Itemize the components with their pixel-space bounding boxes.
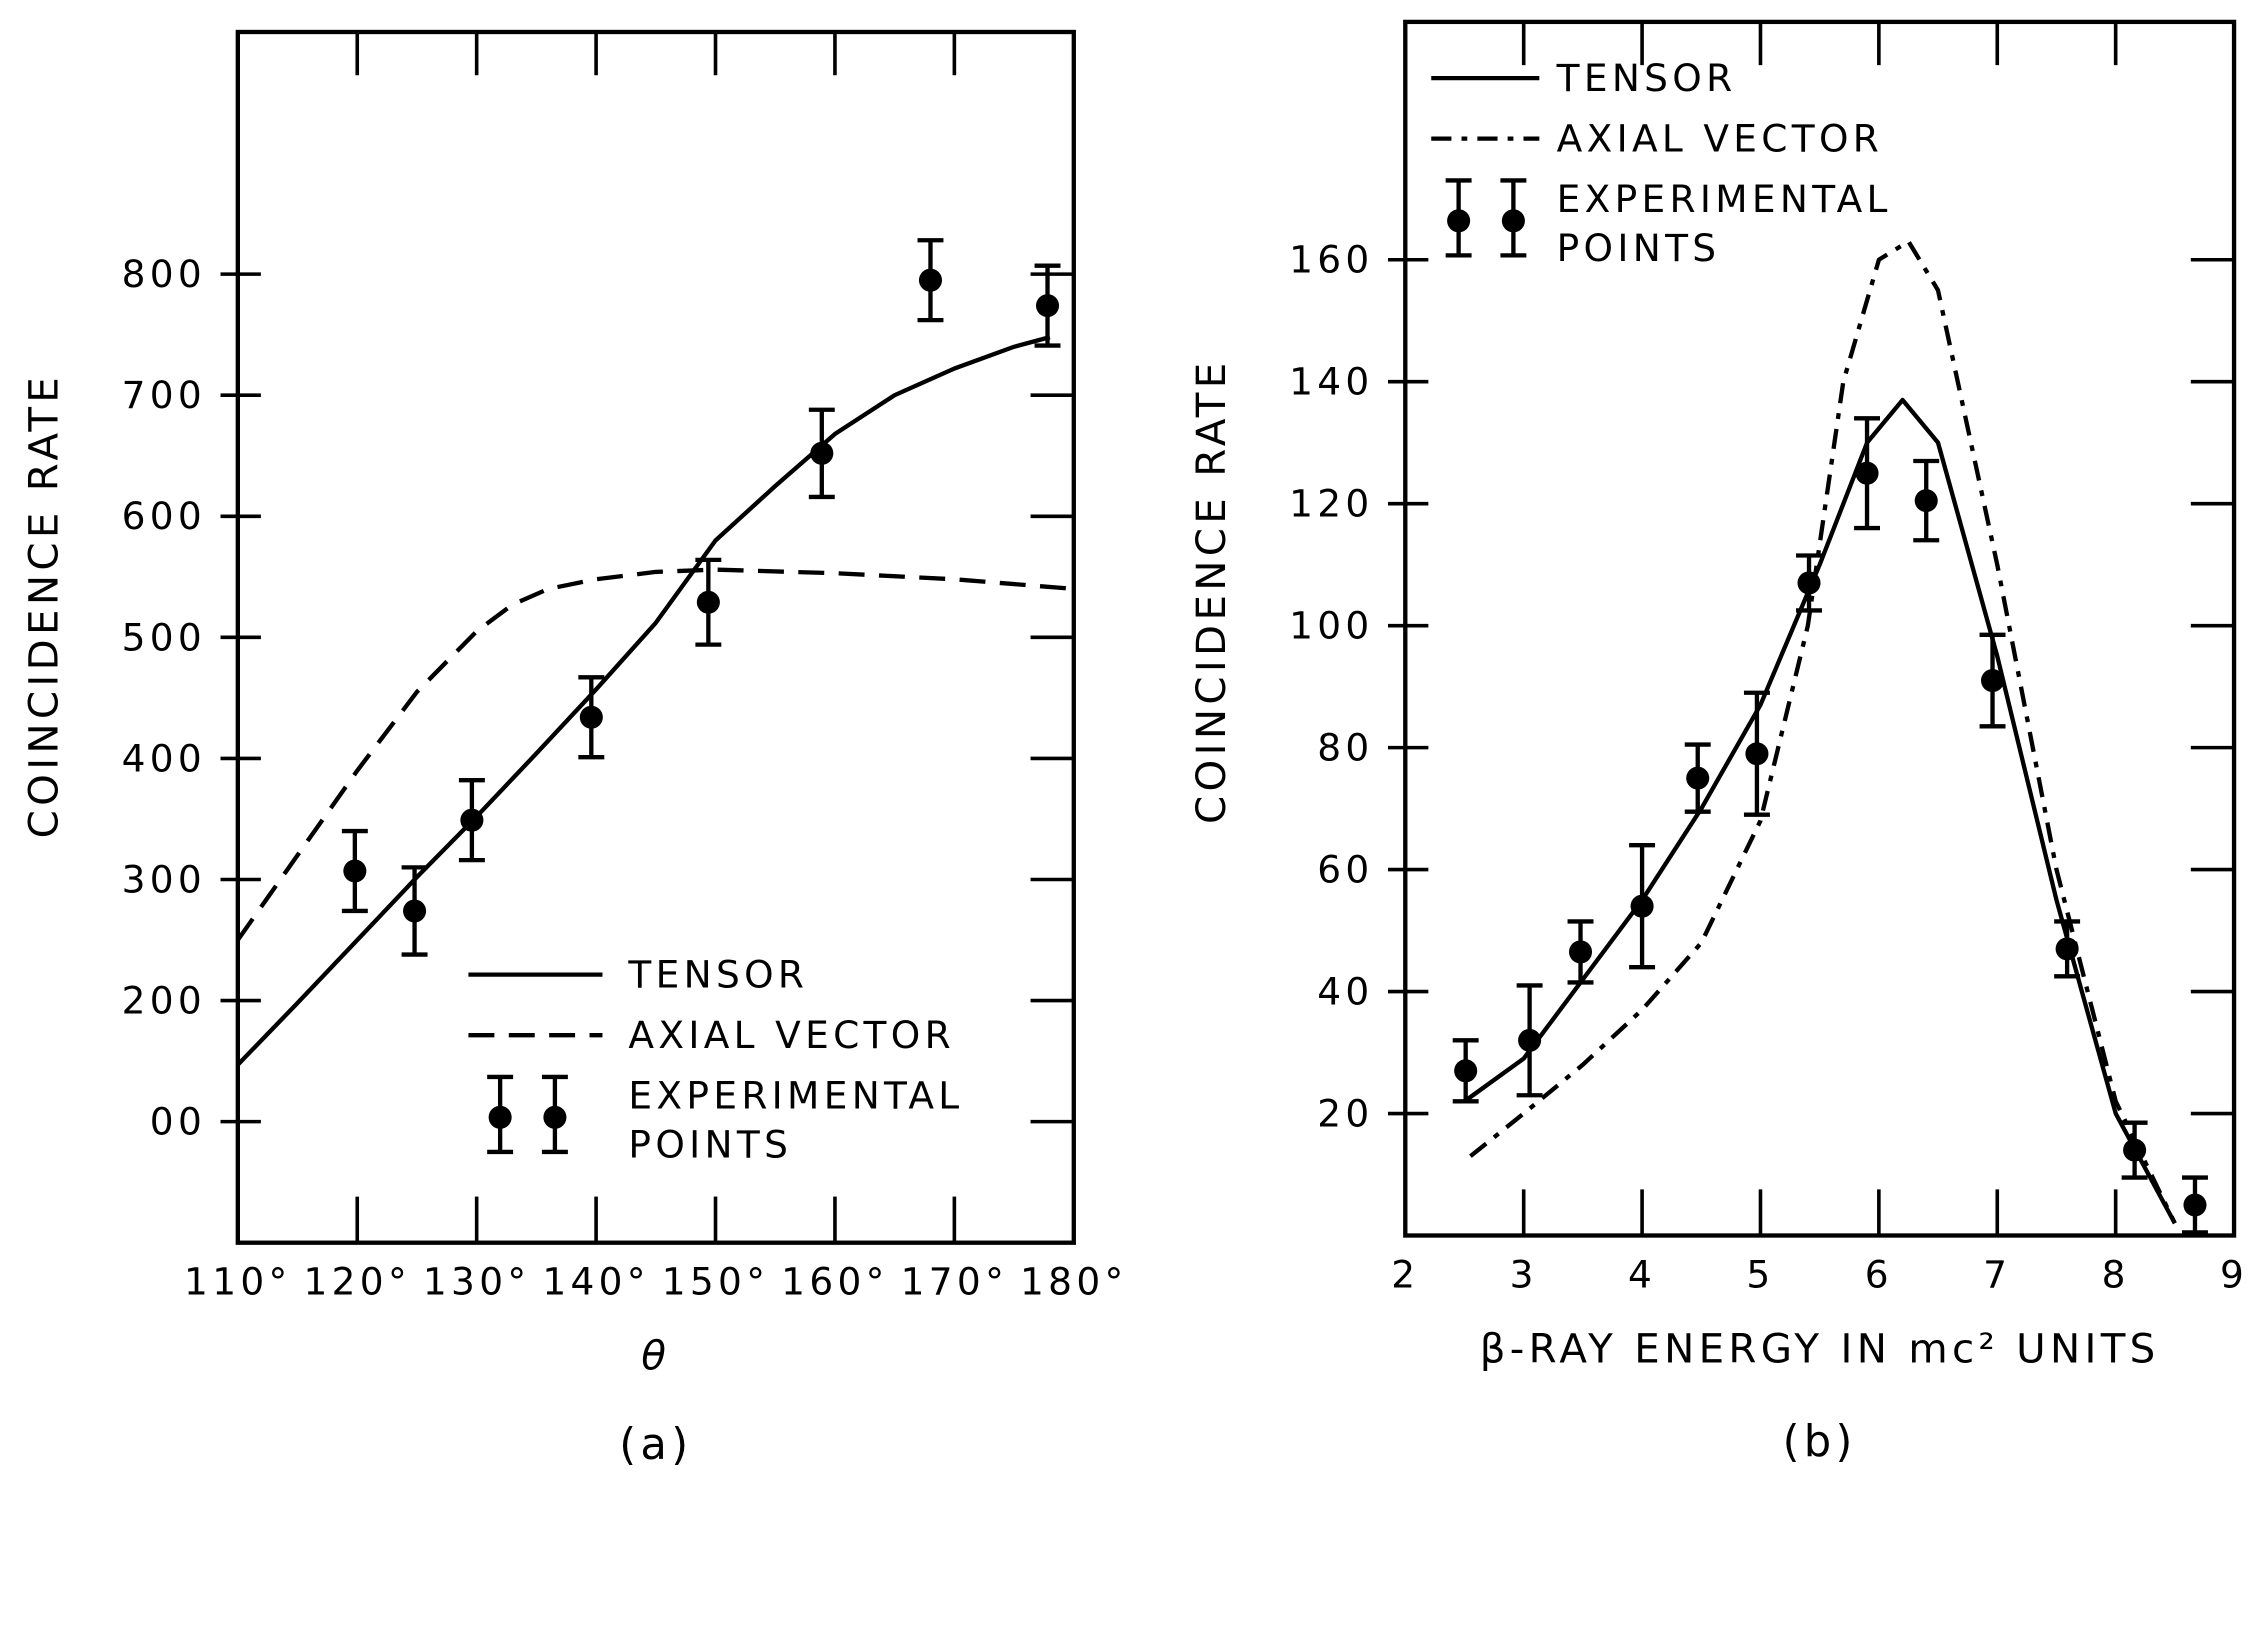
data-point	[403, 899, 427, 923]
legend-tensor-label: TENSOR	[1556, 56, 1737, 100]
data-point	[2183, 1193, 2207, 1217]
x-tick-label: 140°	[542, 1260, 650, 1304]
legend-point-marker	[1447, 209, 1471, 233]
legend-points-label: EXPERIMENTAL	[628, 1074, 963, 1118]
legend-tensor-label: TENSOR	[627, 953, 808, 997]
data-point	[460, 808, 484, 832]
y-axis-label: COINCIDENCE RATE	[1188, 358, 1235, 823]
y-tick-label: 100	[1289, 604, 1374, 648]
plot-frame	[235, 29, 1076, 1245]
y-axis-label: COINCIDENCE RATE	[21, 373, 68, 838]
legend-axial-label: AXIAL VECTOR	[1557, 117, 1884, 161]
y-tick-label: 140	[1289, 360, 1374, 404]
x-tick-label: 150°	[662, 1260, 770, 1304]
x-tick-label: 7	[1983, 1252, 2011, 1296]
y-tick-label: 160	[1289, 238, 1374, 282]
data-point	[1630, 894, 1654, 918]
tensor-curve	[1463, 397, 2177, 1225]
data-point	[1518, 1028, 1542, 1052]
x-tick-label: 110°	[184, 1260, 292, 1304]
y-tick-label: 120	[1289, 482, 1374, 526]
y-tick-label: 80	[1317, 726, 1373, 770]
data-point	[1745, 742, 1769, 766]
data-point	[1797, 571, 1821, 595]
data-point	[1035, 294, 1060, 318]
y-tick-label: 600	[122, 494, 206, 538]
y-tick-label: 200	[122, 979, 206, 1023]
data-point	[2123, 1138, 2147, 1162]
data-point	[1981, 669, 2005, 693]
data-point	[343, 859, 367, 883]
data-point	[1568, 940, 1593, 964]
panel-a: 00 200 300 400 500 600 700 800 110° 120° 130° 140° 1…	[21, 29, 1128, 1470]
data-point	[1454, 1059, 1478, 1083]
y-tick-label: 60	[1317, 848, 1373, 892]
legend-points-label: POINTS	[1557, 226, 1721, 270]
legend-point-marker	[488, 1105, 512, 1129]
y-tick-label: 300	[122, 857, 206, 901]
x-tick-label: 5	[1746, 1252, 1774, 1296]
data-point	[918, 268, 943, 292]
x-tick-label: 2	[1391, 1252, 1419, 1296]
panel-label: (a)	[619, 1420, 692, 1470]
data-point	[579, 705, 603, 729]
y-tick-label: 00	[150, 1100, 206, 1144]
y-tick-label: 700	[122, 373, 206, 417]
x-tick-label: 180°	[1020, 1260, 1128, 1304]
legend-points-label: POINTS	[628, 1123, 792, 1167]
tensor-curve	[236, 335, 1051, 1067]
x-tick-label: 9	[2220, 1252, 2248, 1296]
x-tick-label: 3	[1510, 1252, 1538, 1296]
legend-point-marker	[1501, 209, 1525, 233]
y-tick-label: 800	[122, 252, 206, 296]
x-tick-label: 6	[1865, 1252, 1893, 1296]
x-tick-label: 120°	[303, 1260, 411, 1304]
y-tick-label: 40	[1317, 970, 1373, 1014]
x-axis-label: θ	[641, 1333, 670, 1380]
x-tick-label: 130°	[423, 1260, 531, 1304]
y-tick-label: 500	[122, 615, 206, 659]
x-tick-label: 160°	[781, 1260, 889, 1304]
data-point	[696, 590, 720, 614]
axial-vector-curve	[1469, 239, 2177, 1225]
x-tick-label: 170°	[901, 1260, 1009, 1304]
x-axis-label: β-RAY ENERGY IN mc² UNITS	[1480, 1325, 2160, 1372]
data-point	[1686, 766, 1710, 790]
data-point	[1855, 461, 1879, 485]
data-point	[1914, 489, 1938, 513]
data-point	[810, 441, 834, 465]
legend-point-marker	[543, 1105, 567, 1129]
panel-b: 20 40 60 80 100 120 140 160 2 3 4 5 6 7 8 9 COINCIDENCE …	[1188, 19, 2248, 1467]
y-tick-label: 20	[1317, 1092, 1373, 1136]
x-tick-label: 8	[2102, 1252, 2130, 1296]
y-tick-label: 400	[122, 736, 206, 780]
data-point	[2055, 937, 2079, 961]
legend-axial-label: AXIAL VECTOR	[628, 1013, 955, 1057]
legend-points-label: EXPERIMENTAL	[1557, 177, 1892, 221]
panel-label: (b)	[1783, 1417, 1857, 1467]
plot-frame	[1403, 19, 2237, 1238]
x-tick-label: 4	[1628, 1252, 1656, 1296]
axial-vector-curve	[236, 567, 1074, 942]
